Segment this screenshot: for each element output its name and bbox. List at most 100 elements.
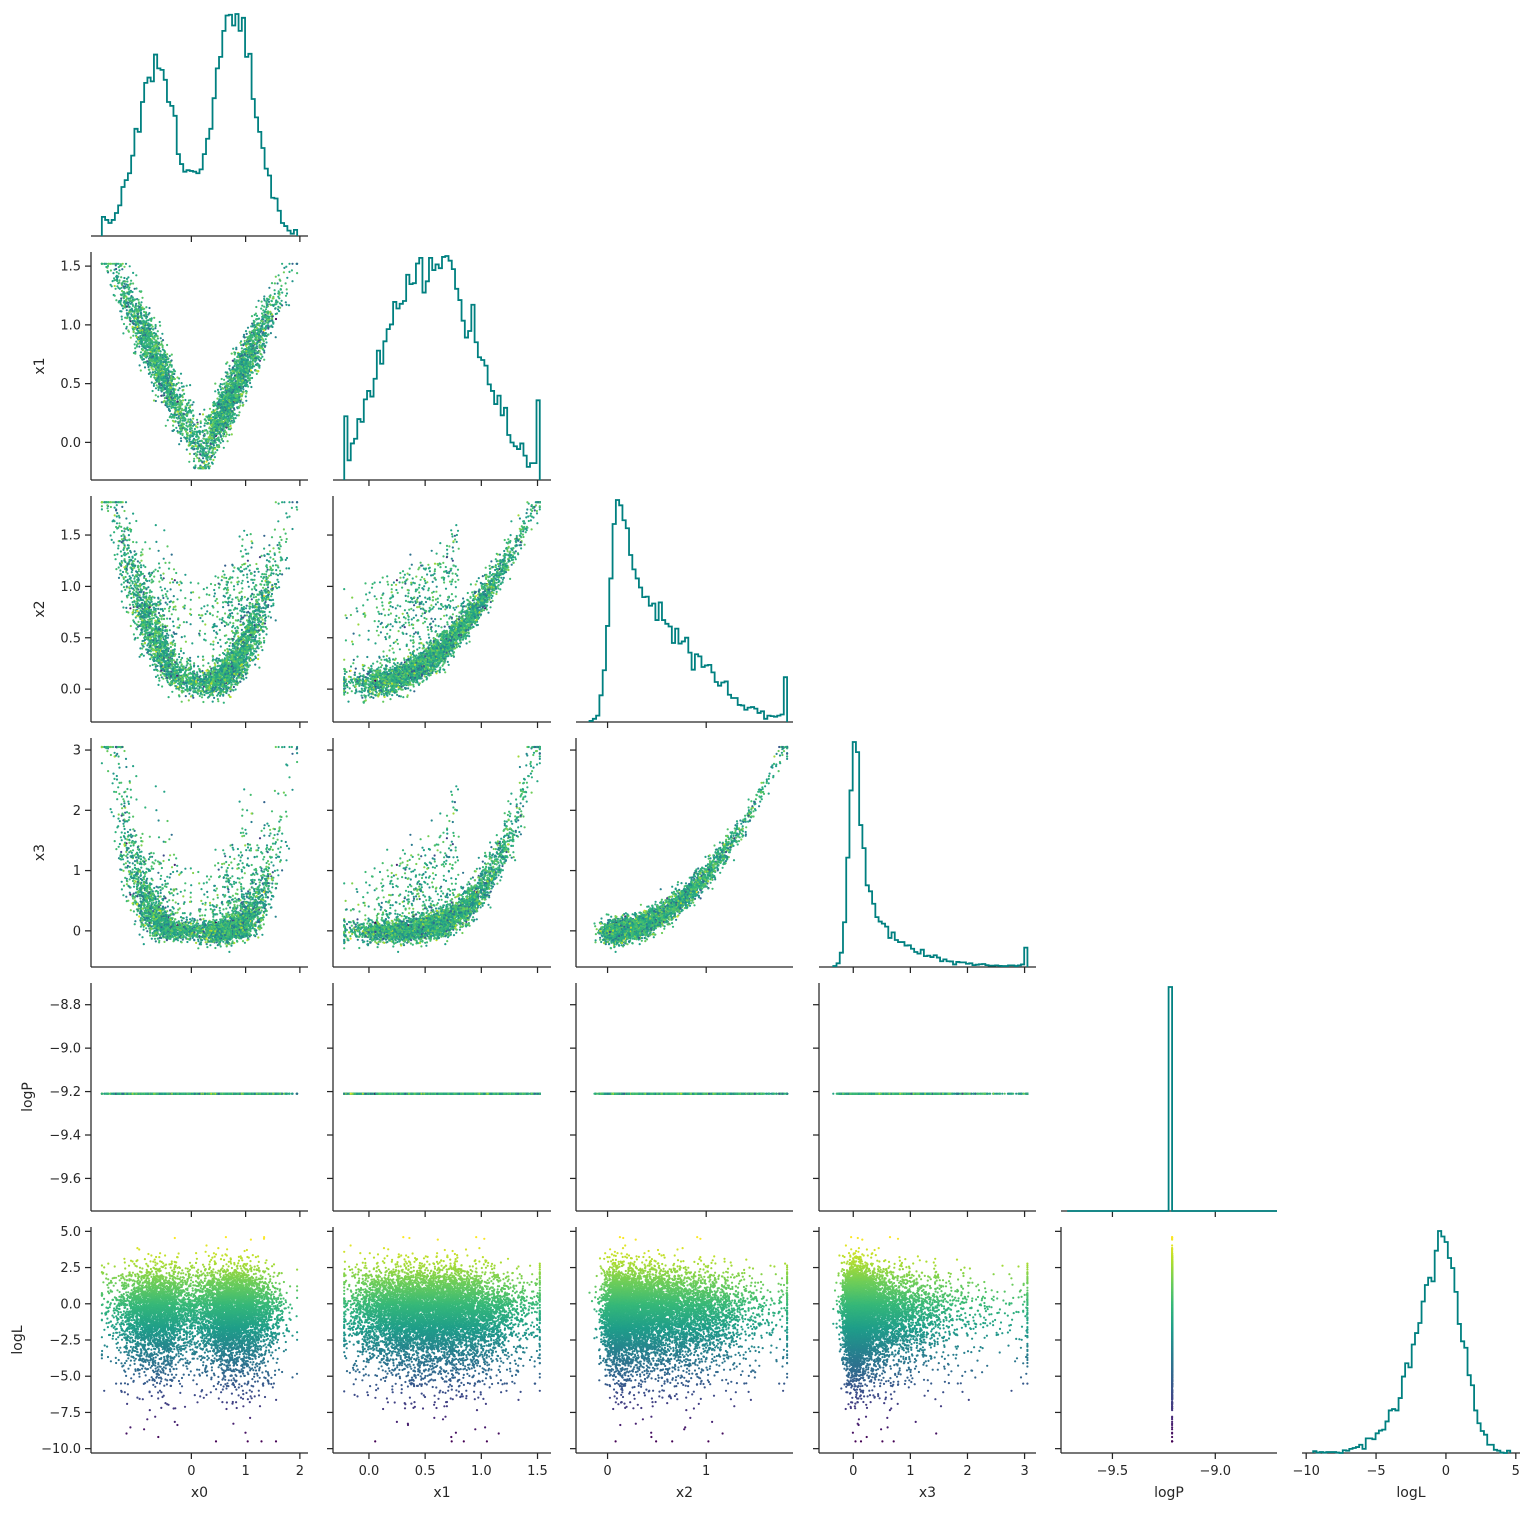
point [265, 341, 267, 343]
point [171, 354, 173, 356]
point [123, 277, 125, 279]
point [155, 387, 157, 389]
point [222, 440, 224, 442]
point [229, 423, 231, 425]
point [216, 449, 218, 451]
point [193, 458, 195, 460]
point [165, 425, 167, 427]
point [249, 382, 251, 384]
histogram-x0 [102, 14, 297, 236]
point [172, 425, 174, 427]
point [214, 390, 216, 392]
point [203, 409, 205, 411]
point [191, 404, 193, 406]
point [251, 315, 253, 317]
point [134, 343, 136, 345]
point [259, 322, 261, 324]
point [261, 356, 263, 358]
point [180, 437, 182, 439]
point [115, 288, 117, 290]
point [296, 272, 298, 274]
point [171, 359, 173, 361]
point [202, 457, 204, 459]
point [280, 288, 282, 290]
point [126, 278, 128, 280]
point [123, 283, 125, 285]
point [161, 401, 163, 403]
point [122, 307, 124, 309]
point [135, 341, 137, 343]
point [182, 389, 184, 391]
point [280, 285, 282, 287]
point [199, 413, 201, 415]
point [209, 408, 211, 410]
point [214, 451, 216, 453]
point [173, 417, 175, 419]
point [148, 369, 150, 371]
point [291, 263, 293, 265]
point [187, 418, 189, 420]
point [148, 307, 150, 309]
y-tick-label: 0.0 [60, 436, 81, 451]
point [183, 409, 185, 411]
point [275, 276, 277, 278]
point [110, 269, 112, 271]
point [288, 304, 290, 306]
point [160, 337, 162, 339]
point [156, 384, 158, 386]
point [238, 411, 240, 413]
point [278, 297, 280, 299]
panel-x1-vs-x0: 0.00.51.01.5 [60, 252, 308, 486]
point [245, 395, 247, 397]
point [261, 312, 263, 314]
point [281, 263, 283, 265]
point [174, 384, 176, 386]
point [285, 282, 287, 284]
point [134, 288, 136, 290]
point [155, 394, 157, 396]
point [132, 282, 134, 284]
point [159, 321, 161, 323]
point [130, 337, 132, 339]
point [140, 369, 142, 371]
point [193, 460, 195, 462]
point [132, 272, 134, 274]
point [281, 300, 283, 302]
point [244, 340, 246, 342]
point [152, 326, 154, 328]
point [118, 279, 120, 281]
point [159, 325, 161, 327]
point [188, 399, 190, 401]
point [182, 399, 184, 401]
point [286, 292, 288, 294]
point [197, 423, 199, 425]
point [140, 351, 142, 353]
point [122, 263, 124, 265]
point [221, 378, 223, 380]
point [285, 304, 287, 306]
point [112, 280, 114, 282]
point [225, 427, 227, 429]
point [129, 323, 131, 325]
point [180, 373, 182, 375]
y-tick-label: 0.5 [60, 377, 81, 392]
point [178, 377, 180, 379]
point [121, 290, 123, 292]
point [268, 301, 270, 303]
point [269, 303, 271, 305]
point [151, 381, 153, 383]
point [152, 328, 154, 330]
point [204, 422, 206, 424]
point [141, 297, 143, 299]
point [235, 417, 237, 419]
y-tick-label: 1.5 [60, 260, 81, 275]
point [233, 358, 235, 360]
point [255, 306, 257, 308]
point [167, 419, 169, 421]
point [196, 419, 198, 421]
point [277, 282, 279, 284]
point [267, 324, 269, 326]
point [269, 311, 271, 313]
point [247, 385, 249, 387]
